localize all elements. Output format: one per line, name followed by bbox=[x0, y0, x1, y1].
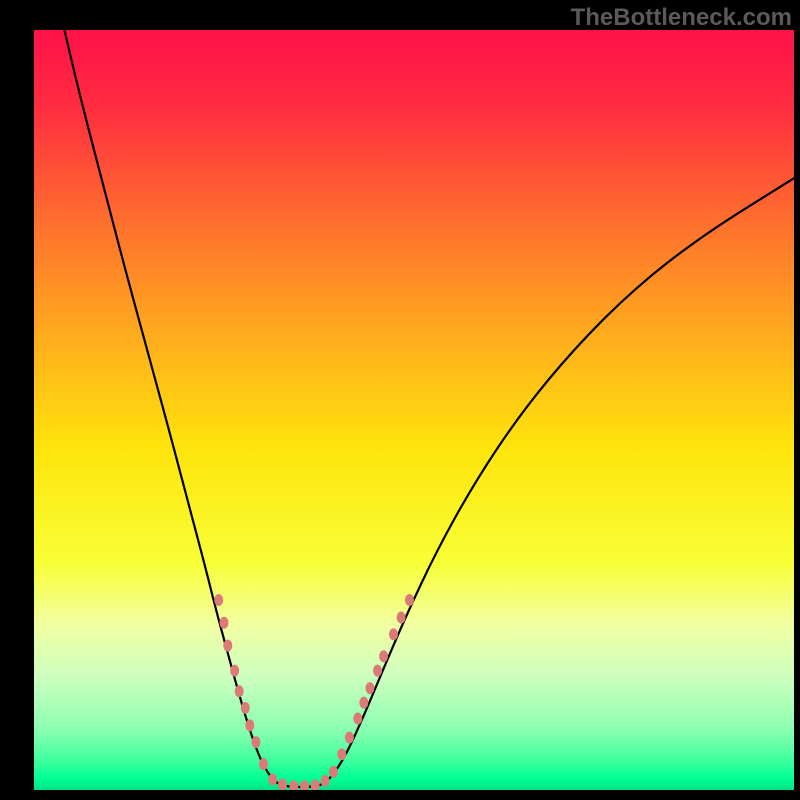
data-marker bbox=[373, 665, 382, 677]
data-marker bbox=[397, 611, 406, 623]
data-marker bbox=[223, 640, 232, 652]
data-marker bbox=[353, 713, 362, 725]
chart-svg bbox=[34, 30, 794, 790]
data-marker bbox=[259, 758, 268, 770]
data-marker bbox=[337, 748, 346, 760]
data-marker bbox=[220, 617, 229, 629]
data-marker bbox=[405, 594, 414, 606]
data-marker bbox=[214, 594, 223, 606]
data-marker bbox=[245, 719, 254, 731]
data-marker bbox=[321, 775, 330, 787]
data-marker bbox=[379, 650, 388, 662]
gradient-background bbox=[34, 30, 794, 790]
chart-container: TheBottleneck.com bbox=[0, 0, 800, 800]
data-marker bbox=[251, 736, 260, 748]
data-marker bbox=[329, 766, 338, 778]
data-marker bbox=[345, 732, 354, 744]
data-marker bbox=[359, 697, 368, 709]
plot-area bbox=[34, 30, 794, 790]
data-marker bbox=[230, 665, 239, 677]
watermark-text: TheBottleneck.com bbox=[571, 4, 792, 32]
data-marker bbox=[241, 702, 250, 714]
data-marker bbox=[365, 682, 374, 694]
data-marker bbox=[268, 773, 277, 785]
data-marker bbox=[389, 628, 398, 640]
data-marker bbox=[235, 685, 244, 697]
